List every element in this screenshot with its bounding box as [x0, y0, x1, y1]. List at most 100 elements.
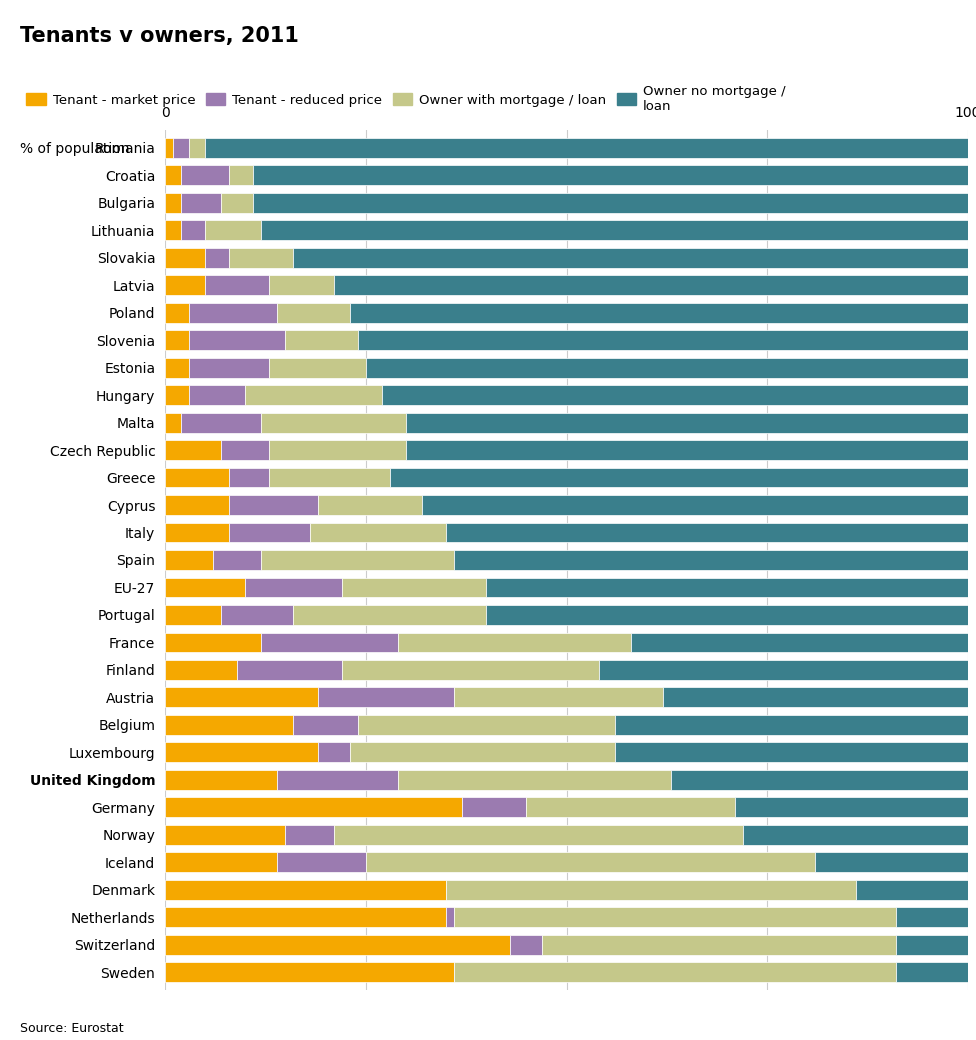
Bar — [165, 907, 446, 927]
Bar — [165, 660, 237, 680]
Bar — [245, 385, 382, 405]
Bar — [262, 632, 398, 652]
Bar — [815, 853, 968, 873]
Bar — [663, 687, 968, 707]
Bar — [205, 138, 968, 158]
Bar — [334, 276, 968, 295]
Bar — [406, 440, 968, 460]
Bar — [262, 550, 454, 570]
Bar — [486, 605, 968, 625]
Bar — [205, 276, 269, 295]
Bar — [398, 632, 630, 652]
Bar — [165, 220, 182, 240]
Bar — [896, 907, 968, 927]
Bar — [294, 248, 968, 267]
Bar — [189, 358, 269, 378]
Bar — [896, 935, 968, 955]
Bar — [309, 523, 446, 543]
Bar — [269, 276, 334, 295]
Bar — [277, 853, 366, 873]
Bar — [165, 687, 317, 707]
Bar — [165, 193, 182, 213]
Bar — [182, 413, 262, 433]
Bar — [165, 550, 213, 570]
Bar — [205, 220, 262, 240]
Bar — [165, 523, 229, 543]
Bar — [349, 303, 968, 322]
Bar — [454, 962, 896, 982]
Bar — [358, 331, 968, 350]
Bar — [165, 331, 189, 350]
Bar — [165, 468, 229, 488]
Bar — [406, 413, 968, 433]
Bar — [454, 907, 896, 927]
Text: Tenants v owners, 2011: Tenants v owners, 2011 — [20, 26, 299, 46]
Bar — [277, 303, 349, 322]
Bar — [317, 743, 349, 762]
Bar — [317, 687, 454, 707]
Bar — [165, 358, 189, 378]
Bar — [254, 193, 968, 213]
Bar — [285, 825, 334, 844]
Bar — [896, 962, 968, 982]
Bar — [262, 220, 968, 240]
Bar — [671, 770, 968, 789]
Bar — [165, 276, 205, 295]
Bar — [165, 825, 285, 844]
Bar — [189, 385, 245, 405]
Bar — [165, 743, 317, 762]
Bar — [222, 440, 269, 460]
Bar — [165, 165, 182, 185]
Bar — [213, 550, 262, 570]
Bar — [598, 660, 968, 680]
Bar — [285, 331, 358, 350]
Bar — [222, 193, 254, 213]
Bar — [269, 440, 406, 460]
Bar — [398, 770, 671, 789]
Bar — [205, 248, 229, 267]
Bar — [382, 385, 968, 405]
Bar — [229, 523, 309, 543]
Bar — [165, 605, 222, 625]
Bar — [165, 714, 294, 734]
Bar — [229, 165, 254, 185]
Bar — [317, 495, 422, 515]
Bar — [510, 935, 543, 955]
Bar — [856, 880, 968, 900]
Bar — [189, 138, 205, 158]
Bar — [615, 743, 968, 762]
Bar — [165, 798, 462, 817]
Bar — [165, 880, 446, 900]
Bar — [165, 138, 173, 158]
Bar — [165, 248, 205, 267]
Bar — [189, 331, 285, 350]
Bar — [454, 550, 968, 570]
Bar — [189, 303, 277, 322]
Bar — [543, 935, 896, 955]
Bar — [526, 798, 735, 817]
Bar — [615, 714, 968, 734]
Bar — [454, 687, 663, 707]
Bar — [294, 605, 486, 625]
Bar — [165, 413, 182, 433]
Bar — [269, 468, 389, 488]
Bar — [229, 468, 269, 488]
Bar — [165, 495, 229, 515]
Bar — [334, 825, 743, 844]
Bar — [358, 714, 615, 734]
Bar — [182, 220, 205, 240]
Bar — [294, 714, 358, 734]
Bar — [222, 605, 294, 625]
Bar — [743, 825, 968, 844]
Bar — [630, 632, 968, 652]
Text: Source: Eurostat: Source: Eurostat — [20, 1021, 123, 1035]
Bar — [446, 523, 968, 543]
Bar — [254, 165, 968, 185]
Bar — [462, 798, 526, 817]
Bar — [277, 770, 398, 789]
Bar — [366, 853, 815, 873]
Bar — [165, 770, 277, 789]
Bar — [262, 413, 406, 433]
Bar — [165, 853, 277, 873]
Bar — [165, 577, 245, 597]
